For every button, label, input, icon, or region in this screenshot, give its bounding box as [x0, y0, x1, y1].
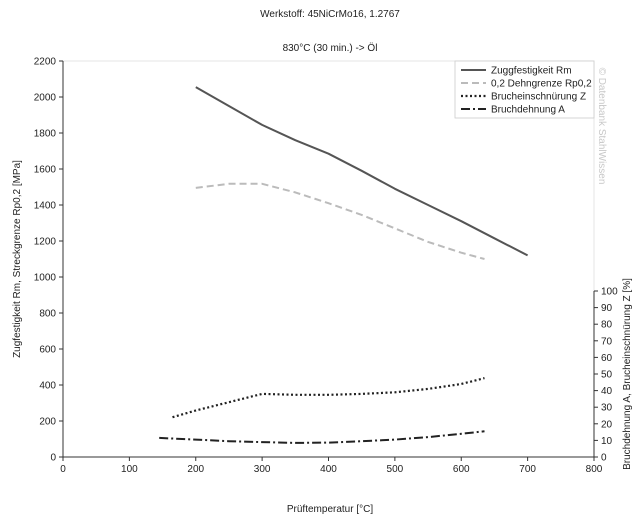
y2-tick-label: 50 — [601, 370, 613, 381]
x-tick-label: 500 — [387, 464, 404, 475]
series-line-1 — [195, 86, 529, 257]
x-tick-label: 600 — [453, 464, 470, 475]
series-line-3 — [172, 377, 485, 419]
series-line-4 — [159, 430, 485, 444]
x-tick-label: 300 — [254, 464, 271, 475]
x-tick-label: 800 — [586, 464, 603, 475]
watermark: © Datenbank StahlWissen — [596, 68, 607, 185]
y-tick-label: 600 — [39, 345, 56, 356]
series-layer — [159, 86, 529, 444]
series-line-2 — [195, 182, 485, 260]
legend-label-2: 0,2 Dehngrenze Rp0,2 — [491, 79, 592, 90]
x-tick-label: 0 — [60, 464, 66, 475]
axes: 0 100 200 300 400 500 600 700 800020040060080010… — [34, 57, 618, 476]
y-tick-label: 0 — [50, 453, 56, 464]
y2-tick-label: 100 — [601, 287, 618, 298]
y2-tick-label: 70 — [601, 336, 613, 347]
y2-tick-label: 60 — [601, 353, 613, 364]
y-tick-label: 2200 — [34, 57, 57, 68]
y2-tick-label: 10 — [601, 436, 613, 447]
y-tick-label: 400 — [39, 381, 56, 392]
y-tick-label: 800 — [39, 309, 56, 320]
chart-subtitle: 830°C (30 min.) -> Öl — [283, 42, 378, 54]
y-tick-label: 2000 — [34, 93, 57, 104]
y2-tick-label: 90 — [601, 303, 613, 314]
y2-tick-label: 30 — [601, 403, 613, 414]
y-axis-label: Zugfestigkeit Rm, Streckgrenze Rp0,2 [MP… — [12, 160, 23, 358]
legend-label-4: Bruchdehnung A — [491, 105, 565, 116]
y2-tick-label: 40 — [601, 386, 613, 397]
x-axis-label: Prüftemperatur [°C] — [287, 504, 373, 515]
y2-tick-label: 80 — [601, 320, 613, 331]
y2-axis-label: Bruchdehnung A, Brucheinschnürung Z [%] — [622, 278, 633, 470]
chart-title: Werkstoff: 45NiCrMo16, 1.2767 — [260, 9, 400, 20]
legend: Zuggfestigkeit Rm 0,2 Dehngrenze Rp0,2 Bru… — [454, 60, 595, 119]
y-tick-label: 1000 — [34, 273, 57, 284]
x-tick-label: 700 — [519, 464, 536, 475]
x-tick-label: 100 — [121, 464, 138, 475]
y2-tick-label: 20 — [601, 419, 613, 430]
y-tick-label: 200 — [39, 417, 56, 428]
plot-area — [62, 60, 595, 458]
y-tick-label: 1400 — [34, 201, 57, 212]
y-tick-label: 1200 — [34, 237, 57, 248]
y-tick-label: 1600 — [34, 165, 57, 176]
x-tick-label: 200 — [187, 464, 204, 475]
y-tick-label: 1800 — [34, 129, 57, 140]
legend-label-3: Brucheinschnürung Z — [491, 92, 586, 103]
legend-label-1: Zuggfestigkeit Rm — [491, 66, 572, 77]
y2-tick-label: 0 — [601, 453, 607, 464]
x-tick-label: 400 — [320, 464, 337, 475]
